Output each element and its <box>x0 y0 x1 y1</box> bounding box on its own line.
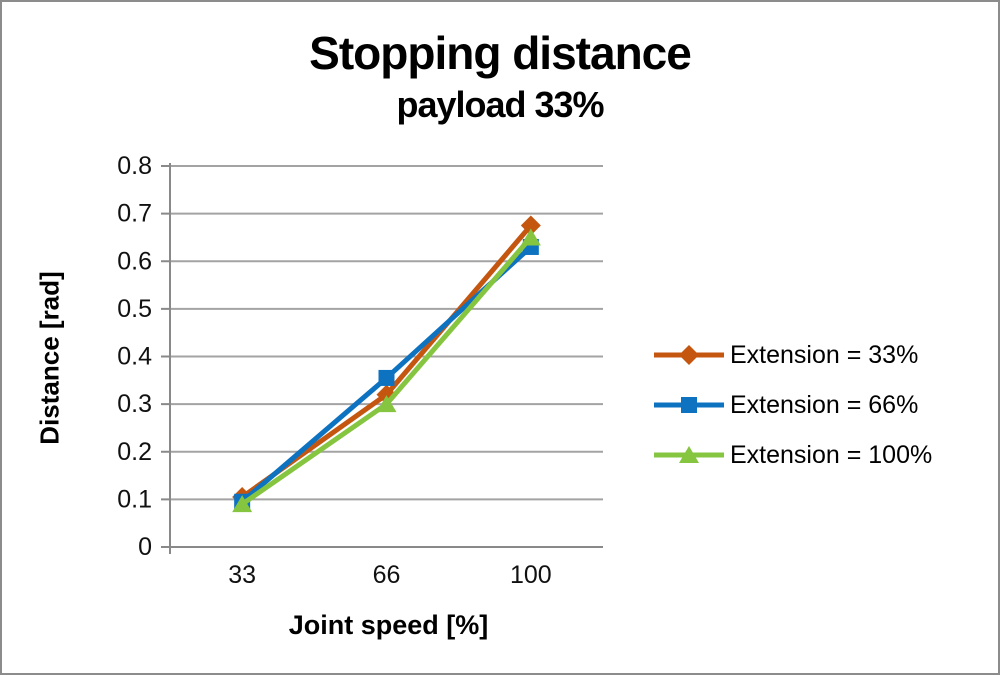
series-0-marker <box>520 215 541 236</box>
x-tick-label: 33 <box>228 561 256 589</box>
chart-title: Stopping distance <box>309 27 692 79</box>
legend-marker-triangle-icon <box>654 446 724 463</box>
y-tick-label: 0.4 <box>117 343 152 371</box>
series-2-marker <box>520 228 541 246</box>
y-tick-label: 0 <box>138 533 152 561</box>
legend-item-extension-33: Extension = 33% <box>654 330 932 380</box>
y-tick-label: 0.2 <box>117 438 152 466</box>
legend-label: Extension = 33% <box>730 340 919 369</box>
x-tick-label: 100 <box>510 561 552 589</box>
y-tick-label: 0.6 <box>117 247 152 275</box>
legend-label: Extension = 66% <box>730 390 919 419</box>
x-axis-title: Joint speed [%] <box>288 610 489 640</box>
y-tick-label: 0.3 <box>117 390 152 418</box>
y-tick-label: 0.5 <box>117 295 152 323</box>
y-tick-label: 0.1 <box>117 485 152 513</box>
y-tick-label: 0.7 <box>117 200 152 228</box>
legend-marker-diamond-icon <box>654 345 724 365</box>
y-tick-label: 0.8 <box>117 152 152 180</box>
legend: Extension = 33% Extension = 66% Extensio… <box>654 330 932 480</box>
legend-label: Extension = 100% <box>730 440 933 469</box>
series-line-0 <box>240 223 533 500</box>
legend-marker-square-icon <box>654 397 724 413</box>
x-tick-label: 66 <box>373 561 401 589</box>
series-2-marker <box>232 495 253 513</box>
series-1-marker <box>378 369 395 386</box>
legend-item-extension-100: Extension = 100% <box>654 430 932 480</box>
legend-item-extension-66: Extension = 66% <box>654 380 932 430</box>
chart-subtitle: payload 33% <box>396 84 604 125</box>
series-2-marker <box>376 395 397 413</box>
